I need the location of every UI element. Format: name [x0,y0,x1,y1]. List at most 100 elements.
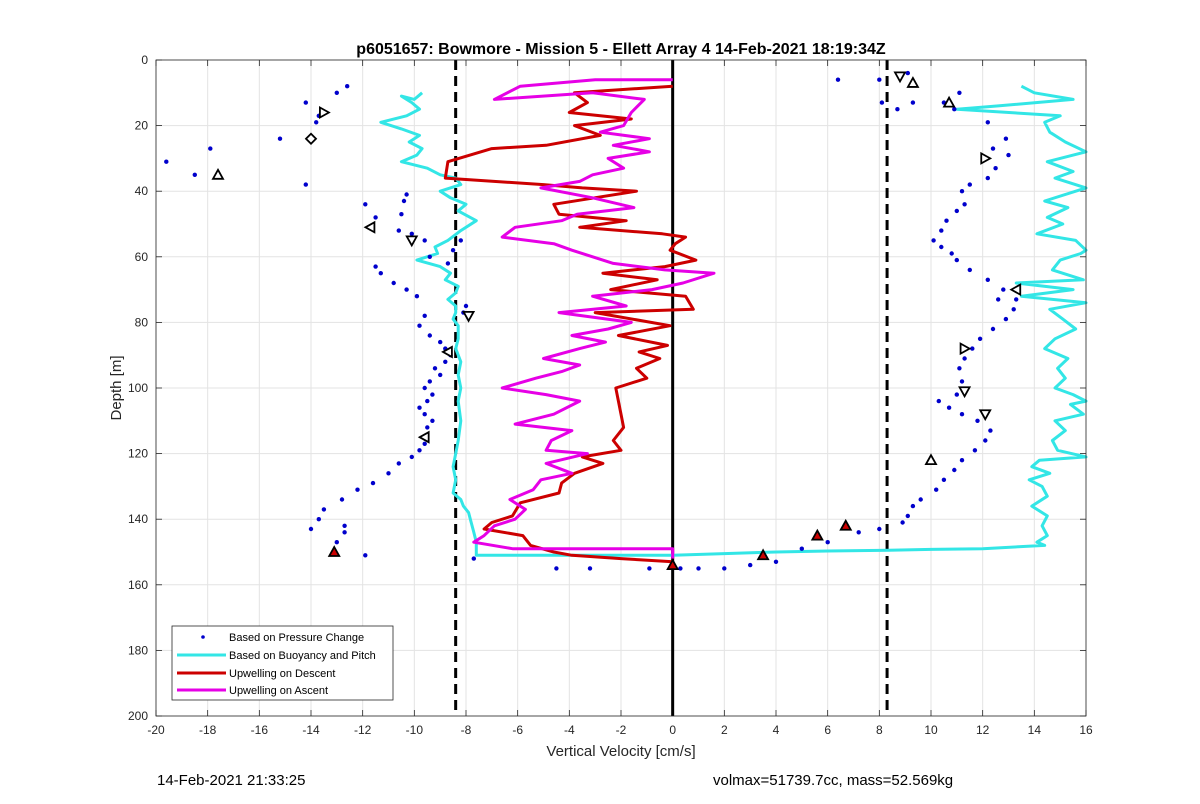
data-point [1011,307,1016,312]
marker-up [924,453,938,466]
data-point [877,526,882,532]
data-point [463,303,469,309]
data-point [427,333,432,338]
data-point [988,428,993,433]
marker-right [980,151,993,165]
data-point [918,497,923,502]
data-point [957,366,962,371]
data-point [438,339,443,345]
x-tick-label: -12 [354,723,372,737]
x-tick-label: -4 [564,723,575,737]
y-tick-labels: 0 20 40 60 80 100 120 140 160 180 200 [128,53,1086,723]
x-tick-label: 4 [773,723,780,737]
data-point [425,425,430,430]
marker-up-filled [756,548,770,561]
data-point [954,392,959,397]
x-tick-label: 10 [924,723,938,737]
data-point [877,77,882,82]
data-point [409,454,414,460]
marker-up [906,76,920,88]
y-tick-label: 40 [135,184,149,198]
data-point [417,405,422,410]
data-point [450,248,456,253]
series-line-buoyancy [379,84,1088,557]
data-point [427,254,432,259]
data-point [1006,152,1011,158]
data-point [316,517,321,522]
y-tick-label: 140 [128,512,148,526]
marker-left [417,430,430,444]
data-point [962,202,967,207]
data-point [409,231,414,236]
data-point [773,559,779,564]
data-point [339,497,345,502]
data-point [696,566,701,571]
data-point [856,530,861,535]
marker-diamond [304,132,318,145]
marker-down [958,386,972,399]
data-point [941,477,947,482]
x-tick-label: -10 [406,723,424,737]
data-point [438,372,443,378]
data-point [835,77,841,82]
data-point [399,212,404,217]
data-point [967,182,972,187]
data-point [748,562,753,568]
data-point [825,540,830,545]
data-point [458,238,463,243]
y-tick-label: 180 [128,643,148,657]
x-tick-label: 8 [876,723,883,737]
marker-up-filled [810,528,824,541]
data-point [321,507,327,512]
marker-down [462,310,476,323]
marker-right [319,105,331,120]
series-descent [443,84,698,564]
reference-lines [454,60,889,716]
data-point [959,379,965,384]
plot-frame [155,59,1087,717]
data-point [910,503,916,509]
data-point [799,546,804,551]
data-point [939,244,944,250]
marker-up-filled [666,558,680,571]
data-point [404,192,409,197]
data-point [678,566,683,571]
legend-swatch-pressure [201,635,205,639]
data-point [373,264,378,269]
data-point [422,412,427,417]
data-point [990,146,996,151]
data-point [422,385,427,391]
legend-box [171,625,394,701]
data-point [396,228,401,233]
marker-down [405,235,419,248]
data-point [342,523,347,528]
data-point [1003,136,1009,141]
data-point [164,159,169,164]
data-point [957,90,962,96]
data-point [936,398,941,404]
data-point [422,441,427,446]
data-point [430,418,435,423]
data-point [334,540,339,545]
marker-down [893,71,907,84]
series-layer [164,70,1088,571]
data-point [443,359,448,364]
footer-timestamp: 14-Feb-2021 21:33:25 [157,772,306,789]
data-point [985,120,990,125]
data-point [985,175,990,181]
x-tick-label: 2 [721,723,728,737]
marker-down [978,409,992,422]
data-point [1001,287,1006,292]
data-point [983,438,988,443]
data-point [417,448,422,453]
data-point [910,100,916,105]
marker-left [1009,283,1022,297]
data-point [931,238,936,243]
data-point [422,313,427,318]
x-tick-label: -14 [302,723,320,737]
data-point [345,84,350,89]
marker-up [942,95,956,108]
data-point [445,261,451,266]
data-point [391,280,396,286]
